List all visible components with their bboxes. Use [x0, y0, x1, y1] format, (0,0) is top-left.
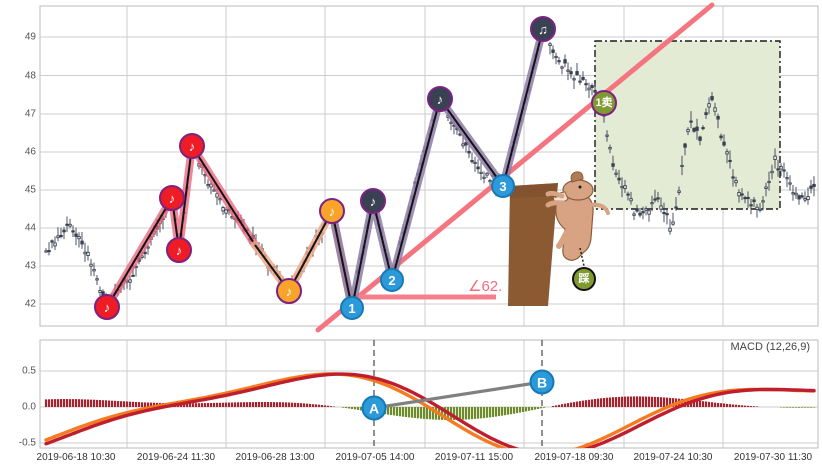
price-ytick: 42 — [24, 298, 36, 310]
angle-annotation: ∠62. — [468, 278, 503, 295]
marker-point-2[interactable]: 2 — [380, 268, 404, 292]
marker-point-1[interactable]: 1 — [340, 296, 364, 320]
x-tick-label: 2019-07-05 14:00 — [335, 452, 415, 463]
macd-ytick: 0.0 — [22, 401, 36, 413]
marker-note-dark[interactable]: ♪ — [427, 86, 453, 112]
x-tick-label: 2019-07-11 15:00 — [434, 452, 514, 463]
price-ytick: 43 — [24, 260, 36, 272]
marker-note-red[interactable]: ♪ — [166, 237, 192, 263]
x-tick-label: 2019-06-24 11:30 — [136, 452, 216, 463]
macd-marker-a[interactable]: A — [361, 395, 387, 421]
macd-marker-b[interactable]: B — [529, 369, 555, 395]
marker-note-orange[interactable]: ♪ — [319, 198, 345, 224]
macd-lines — [44, 372, 816, 448]
price-ytick: 47 — [24, 108, 36, 120]
marker-note-red[interactable]: ♪ — [159, 185, 185, 211]
price-ytick: 44 — [24, 222, 36, 234]
marker-sell-1[interactable]: 1卖 — [591, 90, 617, 116]
marker-note-orange[interactable]: ♪ — [276, 278, 302, 304]
price-ytick: 48 — [24, 70, 36, 82]
x-tick-label: 2019-07-30 11:30 — [733, 452, 813, 463]
macd-grid — [39, 339, 819, 449]
price-ytick: 49 — [24, 31, 36, 43]
macd-indicator-label: MACD (12,26,9) — [730, 341, 810, 353]
macd-ytick: -0.5 — [18, 437, 36, 449]
price-ytick: 46 — [24, 146, 36, 158]
marker-note-dark[interactable]: ♫ — [530, 16, 556, 42]
marker-note-red[interactable]: ♪ — [179, 133, 205, 159]
macd-ytick: 0.5 — [22, 365, 36, 377]
marker-note-dark[interactable]: ♪ — [360, 188, 386, 214]
x-tick-label: 2019-06-18 10:30 — [36, 452, 116, 463]
highlight-region — [594, 40, 781, 210]
marker-point-3[interactable]: 3 — [491, 174, 515, 198]
x-tick-label: 2019-07-24 10:30 — [633, 452, 713, 463]
marker-note-red[interactable]: ♪ — [94, 294, 120, 320]
macd-divergence-line — [372, 380, 544, 410]
marker-step[interactable]: 踩 — [572, 267, 596, 291]
x-tick-label: 2019-07-18 09:30 — [534, 452, 614, 463]
x-tick-label: 2019-06-28 13:00 — [235, 452, 315, 463]
price-ytick: 45 — [24, 184, 36, 196]
dog-icon — [545, 171, 610, 267]
